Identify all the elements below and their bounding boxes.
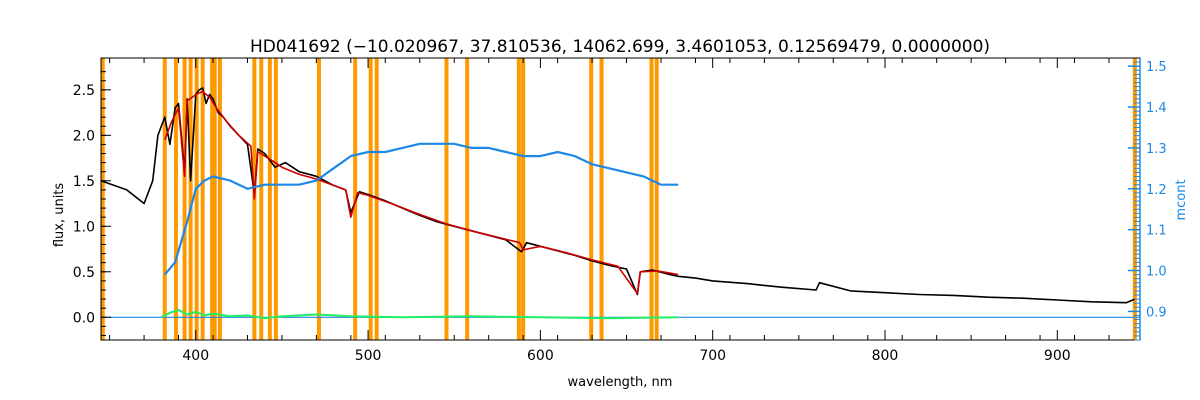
y2-tick-label-6: 1.5 xyxy=(1146,60,1167,75)
y-tick-label-1: 0.5 xyxy=(73,265,95,281)
x-tick-label-1: 500 xyxy=(355,348,382,364)
masked-bands xyxy=(100,58,1137,340)
y2-tick-label-1: 1.0 xyxy=(1146,265,1167,280)
y2-tick-label-0: 0.9 xyxy=(1146,305,1167,320)
chart-title: HD041692 (−10.020967, 37.810536, 14062.6… xyxy=(250,37,990,57)
y-tick-label-0: 0.0 xyxy=(73,310,95,326)
series-residual xyxy=(160,309,679,320)
y-axis-label: flux, units xyxy=(52,183,67,248)
x-tick-label-3: 700 xyxy=(699,348,726,364)
y2-tick-label-3: 1.2 xyxy=(1146,183,1167,198)
y-tick-label-3: 1.5 xyxy=(73,174,95,190)
y-tick-label-2: 1.0 xyxy=(73,219,95,235)
y2-tick-label-2: 1.1 xyxy=(1146,224,1167,239)
x-axis-label: wavelength, nm xyxy=(568,375,673,390)
y2-tick-label-4: 1.3 xyxy=(1146,142,1167,157)
series-mcont xyxy=(163,142,679,276)
x-tick-label-5: 900 xyxy=(1044,348,1071,364)
axes: 400 500 600 700 800 900 0.0 0.5 1.0 1.5 2.0 2.5 0.9 1… xyxy=(73,57,1167,364)
x-tick-label-2: 600 xyxy=(527,348,554,364)
series-model xyxy=(164,90,679,295)
y2-tick-label-5: 1.4 xyxy=(1146,101,1167,116)
series-layer xyxy=(100,87,1140,320)
x-tick-label-4: 800 xyxy=(872,348,899,364)
y-tick-label-4: 2.0 xyxy=(73,128,95,144)
y-tick-label-5: 2.5 xyxy=(73,83,95,99)
right-axis-label: mcont xyxy=(1174,179,1189,220)
x-tick-label-0: 400 xyxy=(182,348,209,364)
